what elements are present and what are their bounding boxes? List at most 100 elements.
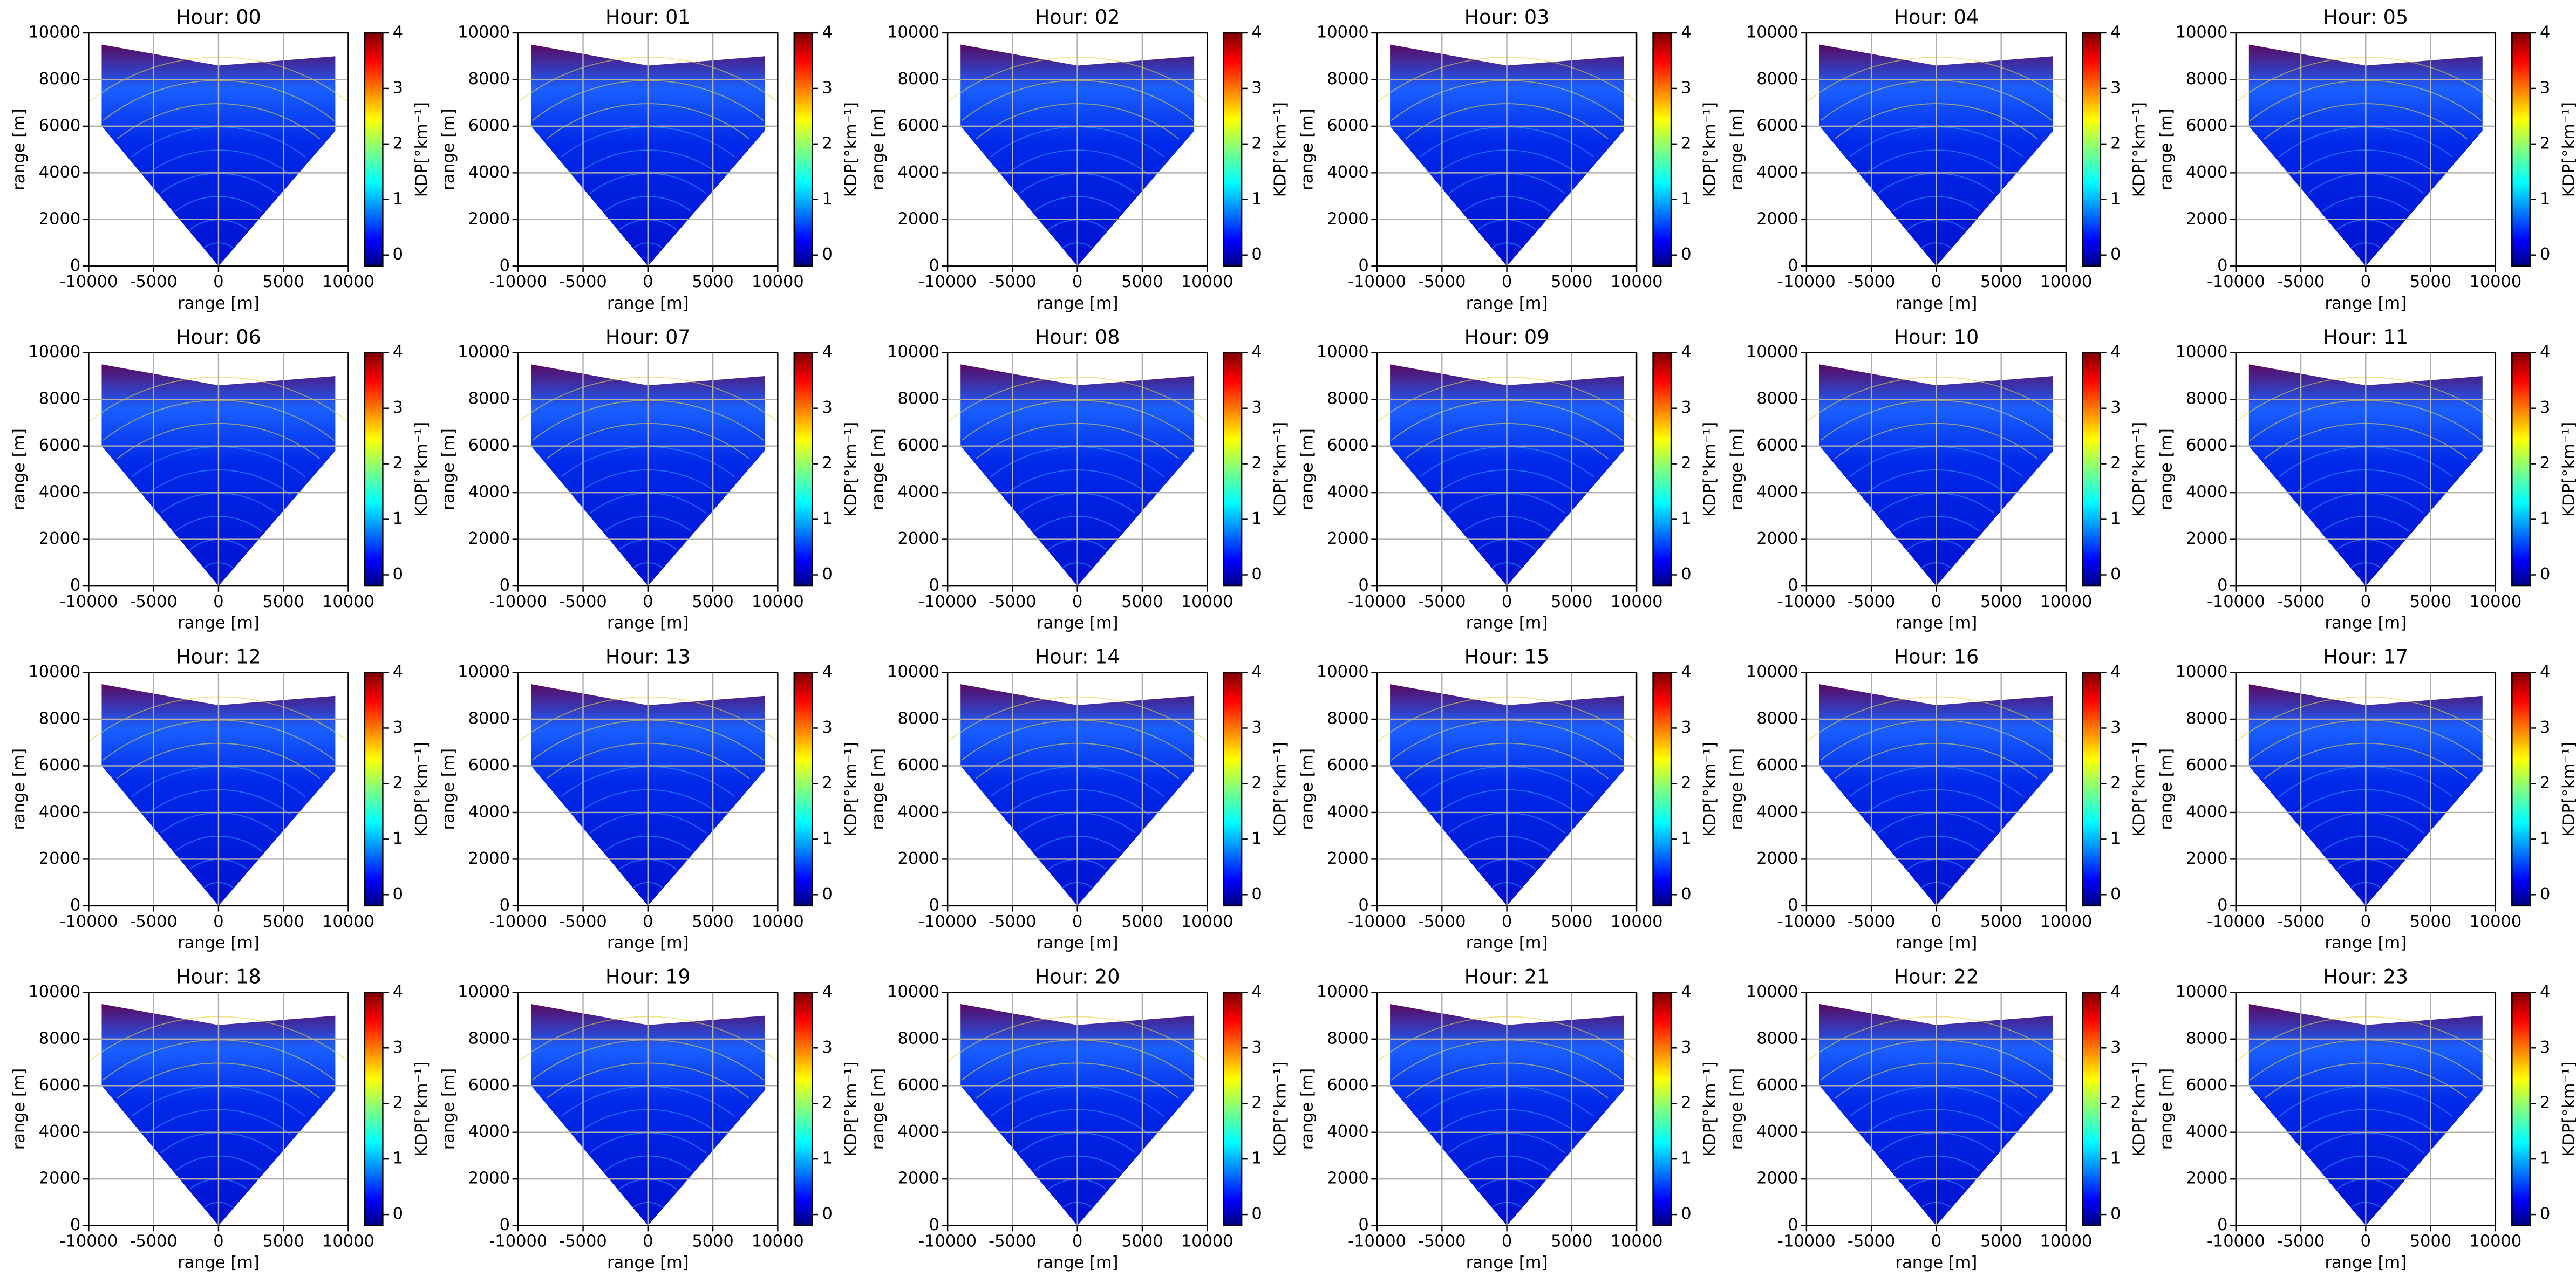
chart-title: Hour: 06: [176, 325, 261, 349]
colorbar-tick-label: 0: [1681, 1205, 1691, 1224]
colorbar-tick-label: 0: [393, 1205, 403, 1224]
y-tick-label: 4000: [468, 802, 510, 821]
x-tick-label: 5000: [692, 912, 733, 931]
colorbar: [1652, 672, 1672, 907]
y-tick-label: 4000: [468, 1122, 510, 1141]
axes-frame: [88, 992, 349, 1226]
y-tick-label: 0: [2217, 576, 2227, 595]
chart-title: Hour: 19: [605, 965, 691, 988]
x-tick-label: -10000: [1348, 1232, 1406, 1251]
y-tick-label: 10000: [887, 23, 939, 42]
y-tick-label: 2000: [1756, 529, 1798, 548]
y-tick-label: 6000: [39, 436, 80, 455]
colorbar-label: KDP[°km⁻¹]: [1701, 102, 1720, 197]
colorbar-label: KDP[°km⁻¹]: [1271, 102, 1290, 197]
chart-title: Hour: 13: [605, 645, 691, 668]
y-tick-label: 2000: [897, 1169, 939, 1188]
colorbar-tick-label: 0: [822, 245, 833, 264]
x-tick-label: -10000: [489, 1232, 547, 1251]
colorbar-tick-label: 3: [822, 1038, 833, 1057]
y-axis-label: range [m]: [1728, 1068, 1747, 1150]
y-tick-label: 10000: [1317, 23, 1369, 42]
y-tick-label: 10000: [1746, 982, 1798, 1001]
x-tick-label: -10000: [489, 592, 547, 611]
x-tick-label: -5000: [2277, 592, 2325, 611]
colorbar-tick-label: 0: [2540, 245, 2550, 264]
colorbar-label: KDP[°km⁻¹]: [2130, 422, 2149, 517]
chart-title: Hour: 01: [605, 5, 691, 29]
x-axis-label: range [m]: [2325, 294, 2407, 313]
axes-frame: [1805, 992, 2067, 1226]
x-tick-label: -5000: [1848, 912, 1895, 931]
colorbar-label: KDP[°km⁻¹]: [2130, 102, 2149, 197]
x-tick-label: -5000: [1418, 912, 1466, 931]
y-tick-label: 0: [1788, 256, 1798, 275]
y-axis-label: range [m]: [10, 748, 29, 830]
x-axis-label: range [m]: [607, 294, 689, 313]
y-tick-label: 10000: [2176, 343, 2228, 361]
y-tick-label: 8000: [2186, 1029, 2227, 1048]
colorbar-tick-label: 1: [1251, 1149, 1262, 1168]
colorbar-tick-label: 1: [1251, 509, 1262, 528]
x-tick-label: 0: [1502, 1232, 1512, 1251]
y-tick-label: 4000: [468, 163, 510, 182]
colorbar-tick-label: 4: [1251, 982, 1262, 1001]
colorbar-tick-label: 0: [1251, 885, 1262, 904]
x-axis-label: range [m]: [1037, 933, 1119, 952]
y-tick-label: 8000: [897, 709, 939, 728]
y-axis-label: range [m]: [869, 748, 888, 830]
x-tick-label: -10000: [2207, 1232, 2265, 1251]
colorbar-tick-label: 1: [393, 1149, 403, 1168]
colorbar-tick-label: 1: [1681, 1149, 1691, 1168]
colorbar-tick-label: 0: [393, 565, 403, 584]
x-axis-label: range [m]: [178, 614, 260, 633]
colorbar-tick-label: 2: [393, 454, 403, 473]
colorbar-tick-label: 4: [393, 343, 403, 361]
colorbar-label: KDP[°km⁻¹]: [842, 422, 861, 517]
colorbar-tick-label: 3: [393, 398, 403, 417]
y-tick-label: 4000: [1756, 1122, 1798, 1141]
x-tick-label: 5000: [692, 592, 733, 611]
colorbar: [2082, 992, 2102, 1226]
x-tick-label: 10000: [322, 912, 374, 931]
colorbar-tick-label: 2: [2110, 134, 2121, 153]
x-tick-label: 0: [1072, 272, 1082, 291]
colorbar-tick-label: 3: [2540, 718, 2550, 737]
colorbar-label: KDP[°km⁻¹]: [842, 1061, 861, 1156]
y-axis-label: range [m]: [1728, 428, 1747, 510]
y-tick-label: 4000: [39, 1122, 80, 1141]
y-tick-label: 6000: [1756, 1076, 1798, 1095]
y-tick-label: 4000: [39, 483, 80, 502]
y-tick-label: 0: [2217, 256, 2227, 275]
y-tick-label: 4000: [1327, 1122, 1368, 1141]
x-tick-label: 10000: [2040, 592, 2093, 611]
chart-title: Hour: 00: [176, 5, 261, 29]
y-tick-label: 2000: [2186, 529, 2227, 548]
y-tick-label: 0: [929, 576, 939, 595]
x-tick-label: -10000: [2207, 272, 2265, 291]
colorbar-tick-label: 4: [1681, 23, 1691, 42]
x-tick-label: -5000: [130, 912, 177, 931]
colorbar-tick-label: 2: [1251, 1094, 1262, 1113]
y-tick-label: 8000: [468, 1029, 510, 1048]
x-tick-label: -5000: [1848, 592, 1895, 611]
y-tick-label: 8000: [468, 390, 510, 408]
y-tick-label: 10000: [28, 343, 80, 361]
colorbar: [2511, 992, 2531, 1226]
x-tick-label: -5000: [989, 592, 1036, 611]
y-tick-label: 4000: [39, 163, 80, 182]
x-tick-label: 0: [1502, 592, 1512, 611]
y-axis-label: range [m]: [10, 108, 29, 190]
y-tick-label: 0: [1358, 576, 1368, 595]
colorbar-label: KDP[°km⁻¹]: [2559, 1061, 2576, 1156]
y-axis-label: range [m]: [10, 1068, 29, 1150]
x-tick-label: 10000: [2040, 1232, 2093, 1251]
colorbar-label: KDP[°km⁻¹]: [412, 742, 431, 837]
y-axis-label: range [m]: [2157, 108, 2176, 190]
colorbar-tick-label: 4: [2110, 343, 2121, 361]
colorbar-label: KDP[°km⁻¹]: [412, 102, 431, 197]
y-tick-label: 0: [1788, 896, 1798, 915]
y-tick-label: 10000: [1317, 982, 1369, 1001]
y-tick-label: 4000: [1327, 483, 1368, 502]
y-tick-label: 0: [500, 576, 510, 595]
